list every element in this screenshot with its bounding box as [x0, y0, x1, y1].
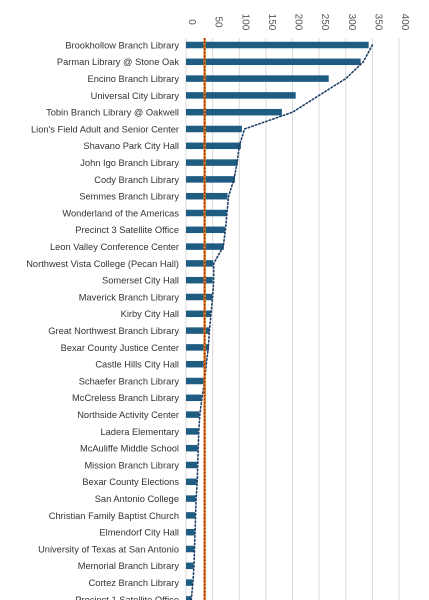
category-label: Universal City Library: [91, 91, 180, 101]
bar: [186, 75, 329, 82]
category-label: Ladera Elementary: [100, 427, 179, 437]
bar: [186, 596, 192, 600]
category-label: McCreless Branch Library: [72, 393, 179, 403]
category-label: Tobin Branch Library @ Oakwell: [46, 108, 179, 118]
category-label: Semmes Branch Library: [79, 192, 179, 202]
x-tick-label: 150: [266, 14, 277, 31]
category-label: Schaefer Branch Library: [79, 376, 180, 386]
category-label: Castle Hills City Hall: [95, 360, 179, 370]
category-label: Precinct 3 Satellite Office: [75, 225, 179, 235]
bar: [186, 142, 241, 150]
category-label: Maverick Branch Library: [79, 292, 180, 302]
category-label: Cortez Branch Library: [89, 578, 180, 588]
category-label: Bexar County Elections: [82, 477, 179, 487]
bar: [186, 478, 197, 486]
category-label: Memorial Branch Library: [78, 561, 180, 571]
category-label: Encino Branch Library: [88, 74, 180, 84]
category-labels: Brookhollow Branch Library Parman Library…: [26, 40, 179, 600]
category-label: McAuliffe Middle School: [80, 444, 179, 454]
bar: [186, 327, 210, 334]
category-label: Northwest Vista College (Pecan Hall): [26, 259, 179, 269]
category-label: Cody Branch Library: [94, 175, 179, 185]
bar: [186, 428, 199, 435]
category-label: Somerset City Hall: [102, 276, 179, 286]
bar: [186, 260, 214, 267]
bar: [186, 377, 205, 385]
x-tick-label: 50: [213, 16, 224, 28]
bar: [186, 159, 238, 166]
category-label: Northside Activity Center: [77, 410, 179, 420]
bar: [186, 545, 194, 553]
bar: [186, 461, 198, 469]
category-label: San Antonio College: [95, 494, 179, 504]
category-label: Precinct 1 Satellite Office: [75, 595, 179, 600]
x-tick-label: 200: [293, 14, 304, 31]
bar: [186, 310, 211, 318]
trend-line: [190, 44, 374, 600]
category-label: Elmendorf City Hall: [99, 528, 179, 538]
bar: [186, 209, 227, 217]
bar: [186, 92, 296, 99]
bar: [186, 360, 207, 368]
trend-line-path: [190, 44, 374, 600]
bar: [186, 411, 200, 418]
category-label: Shavano Park City Hall: [83, 141, 179, 151]
category-label: John Igo Branch Library: [80, 158, 179, 168]
category-label: Kirby City Hall: [121, 309, 179, 319]
category-label: University of Texas at San Antonio: [38, 544, 179, 554]
bar: [186, 444, 198, 452]
bar: [186, 276, 213, 284]
x-tick-label: 350: [372, 14, 383, 31]
bar: [186, 41, 369, 49]
category-label: Lion's Field Adult and Senior Center: [31, 124, 179, 134]
bar: [186, 344, 209, 351]
x-tick-label: 400: [399, 14, 410, 31]
category-label: Wonderland of the Americas: [62, 208, 179, 218]
x-tick-label: 100: [239, 14, 250, 31]
bar: [186, 58, 361, 66]
bar: [186, 562, 194, 570]
bar: [186, 512, 196, 519]
bar: [186, 125, 242, 133]
category-label: Bexar County Justice Center: [61, 343, 179, 353]
bar: [186, 528, 195, 536]
x-tick-label: 300: [346, 14, 357, 31]
category-label: Brookhollow Branch Library: [65, 40, 179, 50]
bar: [186, 293, 213, 301]
category-label: Parman Library @ Stone Oak: [57, 57, 179, 67]
bars: [186, 41, 369, 600]
bar: [186, 108, 282, 116]
category-label: Mission Branch Library: [84, 460, 179, 470]
bar: [186, 495, 196, 502]
gridlines: [185, 38, 400, 600]
category-label: Great Northwest Branch Library: [48, 326, 179, 336]
bar: [186, 579, 193, 586]
category-label: Christian Family Baptist Church: [49, 511, 179, 521]
category-label: Leon Valley Conference Center: [50, 242, 179, 252]
x-tick-label: 250: [319, 14, 330, 31]
bar: [186, 394, 202, 402]
bar: [186, 192, 228, 200]
x-axis-tick-labels: 0 50 100 150 200 250 300 350 400: [186, 14, 410, 31]
x-tick-label: 0: [186, 19, 197, 25]
bar: [186, 176, 235, 183]
